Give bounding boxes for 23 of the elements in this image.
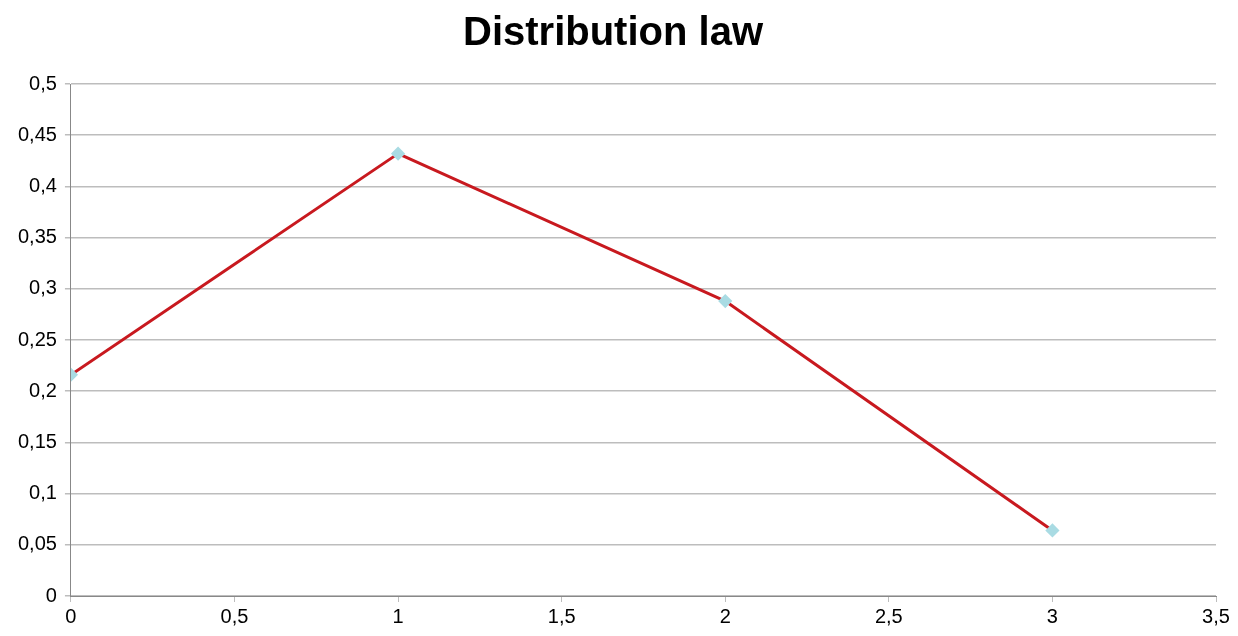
x-tick-label: 2,5 bbox=[874, 604, 903, 627]
chart-title: Distribution law bbox=[463, 9, 764, 54]
y-tick-label: 0,35 bbox=[17, 225, 57, 248]
x-tick-label: 1 bbox=[392, 604, 404, 627]
x-tick-label: 1,5 bbox=[547, 604, 576, 627]
y-tick-label: 0,2 bbox=[29, 378, 57, 401]
point bbox=[391, 147, 405, 161]
x-tick-label: 2 bbox=[719, 604, 731, 627]
y-tick-label: 0,45 bbox=[17, 122, 57, 145]
y-tick-label: 0,15 bbox=[17, 429, 57, 452]
y-tick-label: 0 bbox=[45, 583, 57, 606]
x-tick-label: 0 bbox=[65, 604, 77, 627]
x-tick-label: 3 bbox=[1046, 604, 1058, 627]
y-tick-label: 0,5 bbox=[29, 71, 57, 94]
x-tick-label: 0,5 bbox=[220, 604, 249, 627]
y-tick-label: 0,3 bbox=[29, 276, 57, 299]
y-tick-label: 0,4 bbox=[29, 173, 57, 196]
x-tick-label: 3,5 bbox=[1202, 604, 1230, 627]
y-tick-label: 0,25 bbox=[17, 327, 57, 350]
y-tick-label: 0,05 bbox=[17, 532, 57, 555]
point bbox=[1045, 523, 1059, 537]
point bbox=[718, 294, 732, 308]
y-tick-label: 0,1 bbox=[29, 481, 57, 504]
